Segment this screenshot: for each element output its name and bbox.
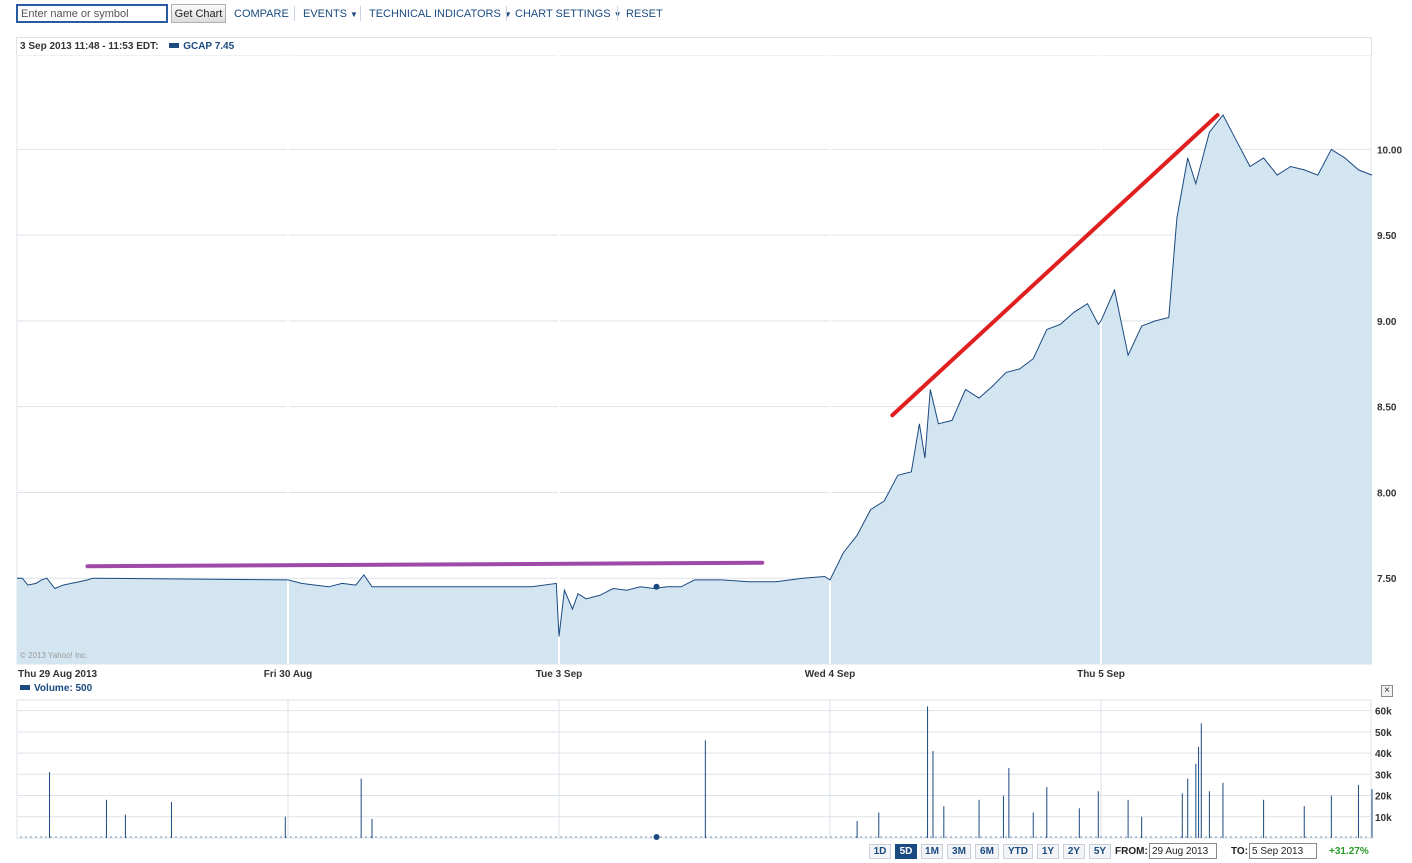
y-tick-label: 10.00 <box>1377 145 1402 156</box>
menu-separator <box>506 6 507 21</box>
x-tick-label: Wed 4 Sep <box>805 669 855 680</box>
compare-menu[interactable]: COMPARE <box>234 8 289 20</box>
range-button-6m[interactable]: 6M <box>975 844 999 859</box>
menu-separator <box>360 6 361 21</box>
change-percent: +31.27% <box>1329 846 1369 857</box>
toolbar: Get Chart COMPARE EVENTS▼ TECHNICAL INDI… <box>0 0 1412 28</box>
volume-y-tick-label: 10k <box>1375 813 1392 824</box>
volume-label: Volume: 500 <box>34 683 93 694</box>
get-chart-button[interactable]: Get Chart <box>171 4 226 23</box>
close-volume-button[interactable]: × <box>1381 685 1393 697</box>
x-tick-label: Thu 29 Aug 2013 <box>18 669 98 680</box>
range-button-ytd[interactable]: YTD <box>1003 844 1033 859</box>
technical-indicators-menu[interactable]: TECHNICAL INDICATORS ▼ <box>369 8 512 20</box>
range-button-2y[interactable]: 2Y <box>1063 844 1085 859</box>
volume-y-tick-label: 40k <box>1375 749 1392 760</box>
y-tick-label: 8.00 <box>1377 488 1397 499</box>
y-tick-label: 8.50 <box>1377 403 1397 414</box>
x-tick-label: Fri 30 Aug <box>264 669 313 680</box>
from-label: FROM: <box>1115 846 1148 857</box>
volume-y-tick-label: 30k <box>1375 770 1392 781</box>
to-date-input[interactable] <box>1249 843 1317 859</box>
price-header: 3 Sep 2013 11:48 - 11:53 EDT: GCAP 7.45 <box>16 37 1372 55</box>
x-tick-label: Tue 3 Sep <box>536 669 583 680</box>
price-chart[interactable]: 10.00 9.50 9.00 8.50 8.00 7.50 © 2013 Yahoo! I… <box>0 55 1412 681</box>
copyright-text: © 2013 Yahoo! Inc. <box>20 651 88 660</box>
volume-y-tick-label: 60k <box>1375 707 1392 718</box>
range-button-1m[interactable]: 1M <box>921 844 943 859</box>
range-button-5d[interactable]: 5D <box>895 844 917 859</box>
events-menu[interactable]: EVENTS ▼ <box>303 8 358 20</box>
reset-menu[interactable]: RESET <box>626 8 663 20</box>
volume-y-tick-label: 50k <box>1375 728 1392 739</box>
range-button-3m[interactable]: 3M <box>947 844 971 859</box>
series-legend: GCAP 7.45 <box>183 41 235 52</box>
price-line <box>17 114 1373 637</box>
range-button-1d[interactable]: 1D <box>869 844 891 859</box>
volume-chart[interactable]: 60k 50k 40k 30k 20k 10k <box>0 698 1412 840</box>
from-date-input[interactable] <box>1149 843 1217 859</box>
x-tick-label: Thu 5 Sep <box>1077 669 1125 680</box>
volume-header: Volume: 500 <box>16 683 92 694</box>
chevron-down-icon: ▼ <box>350 10 358 19</box>
menu-separator <box>294 6 295 21</box>
trend-annotation-red <box>890 113 1220 418</box>
time-range-label: 3 Sep 2013 11:48 - 11:53 EDT: <box>20 41 159 52</box>
hover-marker <box>653 834 660 840</box>
to-label: TO: <box>1231 846 1249 857</box>
series-swatch-icon <box>169 43 180 49</box>
volume-plot-area <box>16 699 1372 839</box>
hover-marker <box>653 583 660 590</box>
y-tick-label: 9.00 <box>1377 317 1397 328</box>
volume-swatch-icon <box>20 685 30 691</box>
chevron-down-icon: ▼ <box>503 10 512 19</box>
range-button-1y[interactable]: 1Y <box>1037 844 1059 859</box>
trend-annotation-purple <box>85 560 765 569</box>
volume-y-tick-label: 20k <box>1375 792 1392 803</box>
search-input[interactable] <box>16 4 168 23</box>
chart-settings-menu[interactable]: CHART SETTINGS▼ <box>515 8 621 20</box>
y-tick-label: 7.50 <box>1377 574 1397 585</box>
price-area <box>17 115 1372 664</box>
close-icon: × <box>1384 685 1390 696</box>
y-tick-label: 9.50 <box>1377 231 1397 242</box>
menu-separator <box>617 6 618 21</box>
range-button-5y[interactable]: 5Y <box>1089 844 1111 859</box>
